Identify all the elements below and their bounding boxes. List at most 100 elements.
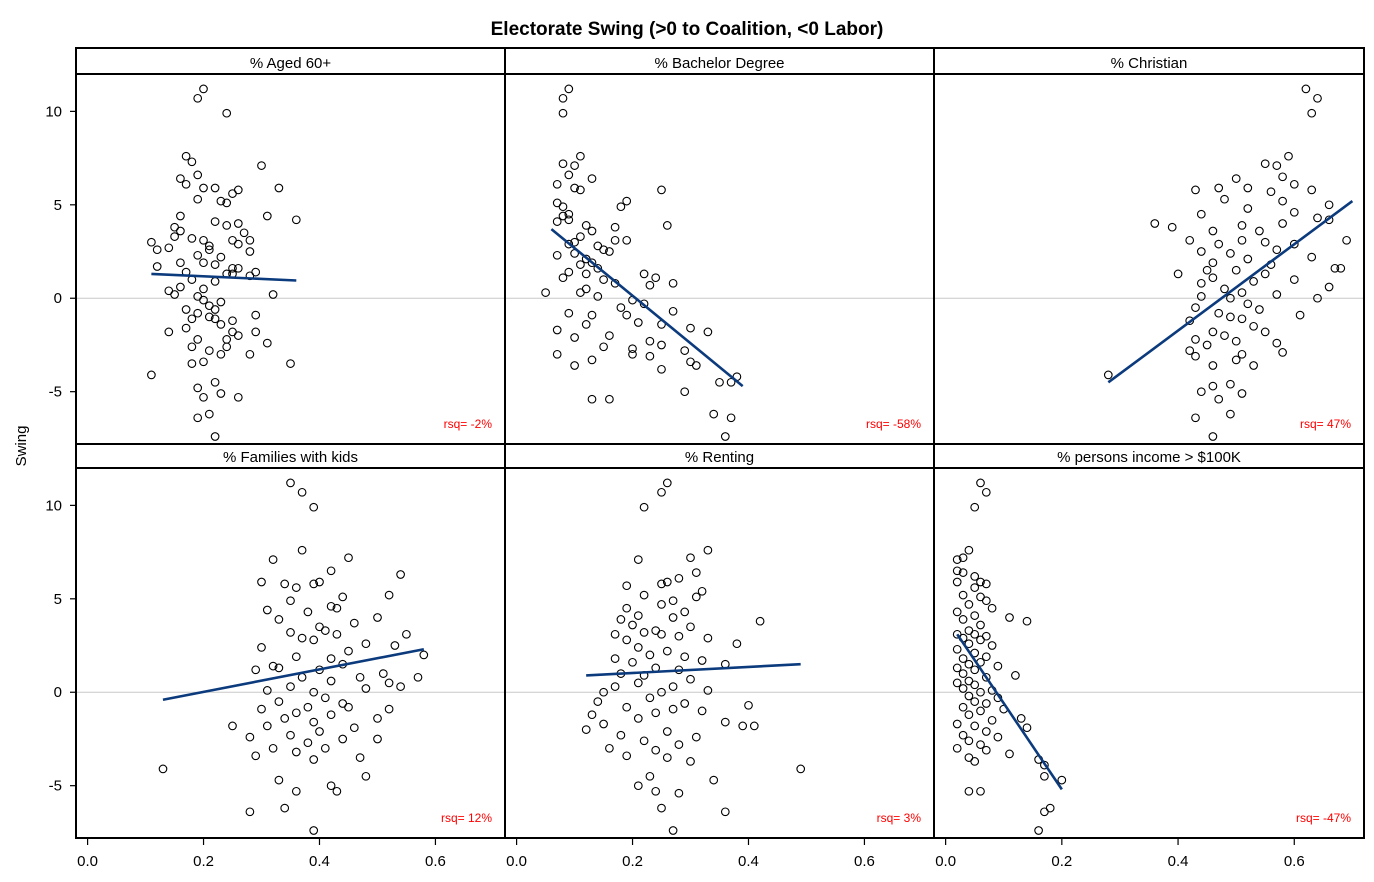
data-point (1324, 200, 1334, 210)
data-point (657, 687, 666, 697)
data-point (274, 775, 284, 785)
data-point (674, 740, 684, 749)
data-point (419, 650, 429, 660)
data-point (633, 714, 643, 723)
data-point (616, 202, 626, 212)
data-point (738, 721, 748, 731)
data-point (964, 691, 974, 701)
y-tick-label: 0 (54, 684, 62, 701)
data-point (309, 826, 319, 835)
data-point (668, 826, 678, 835)
data-point (633, 611, 643, 620)
data-point (587, 226, 597, 236)
data-point (309, 502, 319, 512)
y-tick-label: -5 (49, 384, 62, 401)
data-point (216, 320, 226, 329)
data-point (1040, 807, 1049, 817)
data-point (176, 282, 185, 292)
data-point (558, 202, 568, 212)
data-point (1196, 209, 1206, 219)
data-point (1336, 263, 1346, 273)
data-point (251, 751, 261, 761)
regression-line (1107, 200, 1354, 384)
data-point (1313, 213, 1322, 223)
x-tick-label: 0.0 (506, 853, 527, 870)
data-point (286, 596, 295, 606)
data-point (952, 743, 962, 753)
x-tick-label: 0.4 (738, 853, 759, 870)
panel-strip-title: % persons income > $100K (1057, 449, 1241, 466)
x-tick-label: 0.6 (425, 853, 446, 870)
data-point (981, 579, 991, 589)
chart-title: Electorate Swing (>0 to Coalition, <0 La… (491, 19, 884, 40)
data-point (952, 663, 962, 673)
data-point (1103, 370, 1113, 380)
data-point (1260, 159, 1270, 169)
data-point (170, 232, 179, 241)
x-tick-label: 0.0 (935, 853, 956, 870)
data-point (262, 721, 272, 731)
data-point (952, 719, 962, 729)
data-point (1243, 299, 1253, 309)
data-point (576, 151, 585, 161)
data-point (210, 377, 220, 387)
data-point (564, 170, 574, 180)
panel-strip-title: % Aged 60+ (250, 55, 332, 72)
data-point (987, 603, 997, 613)
data-point (286, 628, 295, 637)
data-point (576, 185, 585, 195)
data-point (958, 654, 968, 663)
data-point (622, 751, 632, 761)
data-point (541, 288, 550, 297)
data-point (262, 686, 272, 695)
data-point (1313, 293, 1322, 303)
data-point (210, 277, 220, 286)
rsq-label: rsq= -47% (1296, 811, 1351, 825)
x-tick-label: 0.4 (309, 853, 330, 870)
data-point (1226, 312, 1235, 322)
data-point (176, 174, 185, 183)
data-point (691, 592, 701, 602)
panel-frame (75, 443, 506, 839)
data-point (593, 263, 603, 273)
data-point (152, 262, 162, 271)
data-point (744, 700, 753, 710)
data-point (691, 732, 701, 742)
x-tick-label: 0.6 (854, 853, 875, 870)
data-point (558, 93, 568, 103)
data-point (1301, 84, 1311, 94)
data-point (970, 629, 980, 639)
data-point (303, 738, 313, 748)
data-point (1330, 263, 1340, 273)
data-point (720, 717, 730, 727)
data-point (587, 310, 597, 320)
x-tick-label: 0.2 (193, 853, 214, 870)
data-point (268, 555, 278, 564)
data-point (210, 260, 220, 269)
data-point (970, 502, 980, 512)
data-point (233, 219, 243, 228)
data-point (639, 502, 649, 512)
data-point (1173, 269, 1183, 279)
data-point (228, 263, 237, 273)
data-point (152, 245, 162, 255)
data-point (199, 258, 208, 268)
data-point (251, 310, 261, 320)
data-point (680, 387, 690, 397)
data-point (245, 349, 255, 359)
data-point (749, 721, 759, 731)
data-point (1313, 93, 1322, 103)
x-tick-label: 0.0 (77, 853, 98, 870)
x-tick-label: 0.4 (1168, 853, 1189, 870)
data-point (720, 807, 730, 817)
data-point (216, 196, 226, 206)
data-point (1249, 277, 1258, 286)
data-point (1226, 409, 1235, 419)
data-point (1266, 187, 1276, 197)
data-point (326, 710, 336, 720)
data-point (228, 721, 237, 731)
data-point (610, 235, 620, 245)
data-point (662, 646, 672, 656)
x-tick-label: 0.2 (622, 853, 643, 870)
data-point (291, 652, 301, 662)
